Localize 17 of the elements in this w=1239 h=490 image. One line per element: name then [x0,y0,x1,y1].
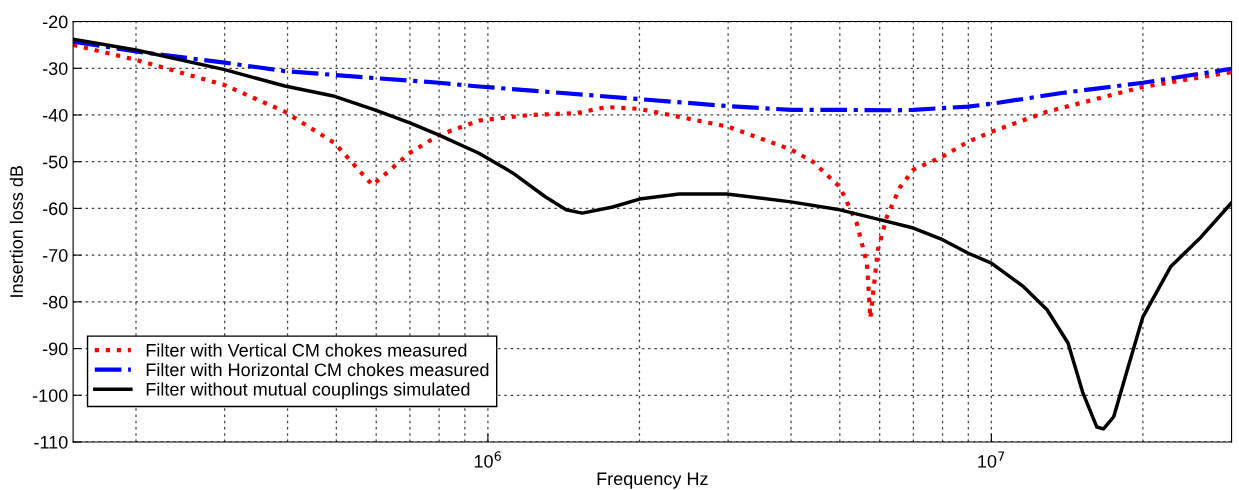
y-tick-label: -100 [32,389,68,402]
y-tick-label: -110 [34,435,68,449]
y-tick-label: -70 [42,249,68,262]
y-tick-label: -30 [42,62,68,75]
x-axis-title: Frequency Hz [597,472,708,489]
y-axis-title: Insertion loss dB [9,165,23,297]
y-tick-label: -60 [42,202,68,216]
legend-label: Filter without mutual couplings simulated [146,382,470,400]
x-tick-label: 10$^{7}$ [978,451,1005,468]
y-tick-label: -80 [42,295,68,309]
y-tick-label: -50 [42,155,68,169]
legend-label: Filter with Vertical CM chokes measured [146,343,467,357]
x-tick-label: 10$^{6}$ [474,451,501,468]
y-tick-label: -90 [42,342,68,356]
y-tick-label: -20 [42,15,68,29]
y-tick-label: -40 [42,108,68,122]
legend-label: Filter with Horizontal CM chokes measured [146,362,489,377]
